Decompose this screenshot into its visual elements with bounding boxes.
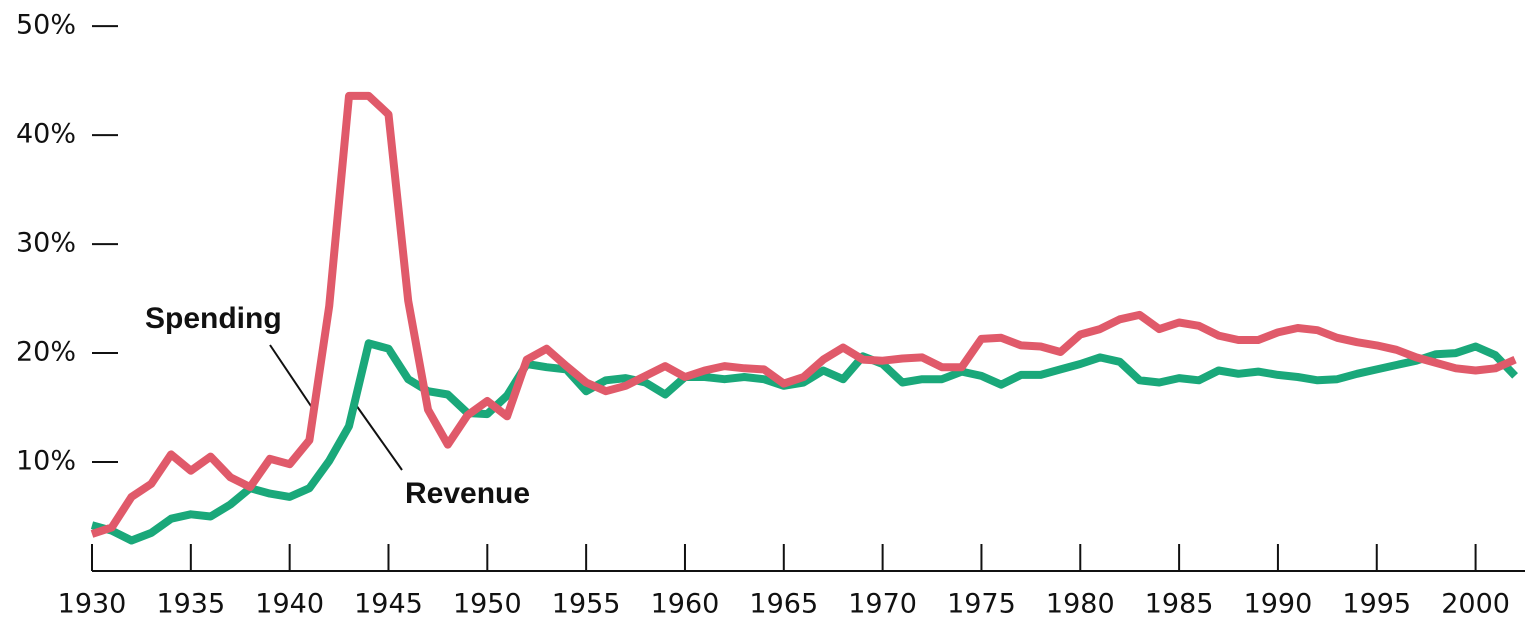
y-tick-label: 30% — [16, 228, 76, 259]
x-tick-label: 1940 — [255, 589, 324, 618]
spending-leader — [269, 344, 316, 413]
x-tick-label: 1960 — [651, 589, 720, 618]
x-tick-label: 1935 — [156, 589, 225, 618]
x-tick-label: 1980 — [1046, 589, 1115, 618]
y-tick-label: 50% — [16, 10, 76, 41]
annotation: Spending — [145, 302, 282, 335]
revenue-leader — [355, 404, 403, 471]
annotation: Revenue — [405, 477, 530, 510]
x-tick-label: 2000 — [1441, 589, 1510, 618]
x-tick-label: 1945 — [354, 589, 423, 618]
x-tick-label: 1950 — [453, 589, 522, 618]
x-tick-label: 1970 — [848, 589, 917, 618]
x-tick-label: 1995 — [1342, 589, 1411, 618]
x-tick-label: 1985 — [1145, 589, 1214, 618]
series-line — [90, 91, 1517, 538]
series-line — [90, 339, 1518, 545]
x-tick-label: 1955 — [552, 589, 621, 618]
x-tick-label: 1975 — [947, 589, 1016, 618]
y-tick-label: 10% — [16, 446, 76, 477]
y-tick-label: 40% — [16, 119, 76, 150]
x-tick-label: 1965 — [749, 589, 818, 618]
x-tick-label: 1990 — [1244, 589, 1313, 618]
x-tick-label: 1930 — [58, 589, 127, 618]
y-tick-label: 20% — [16, 337, 76, 368]
